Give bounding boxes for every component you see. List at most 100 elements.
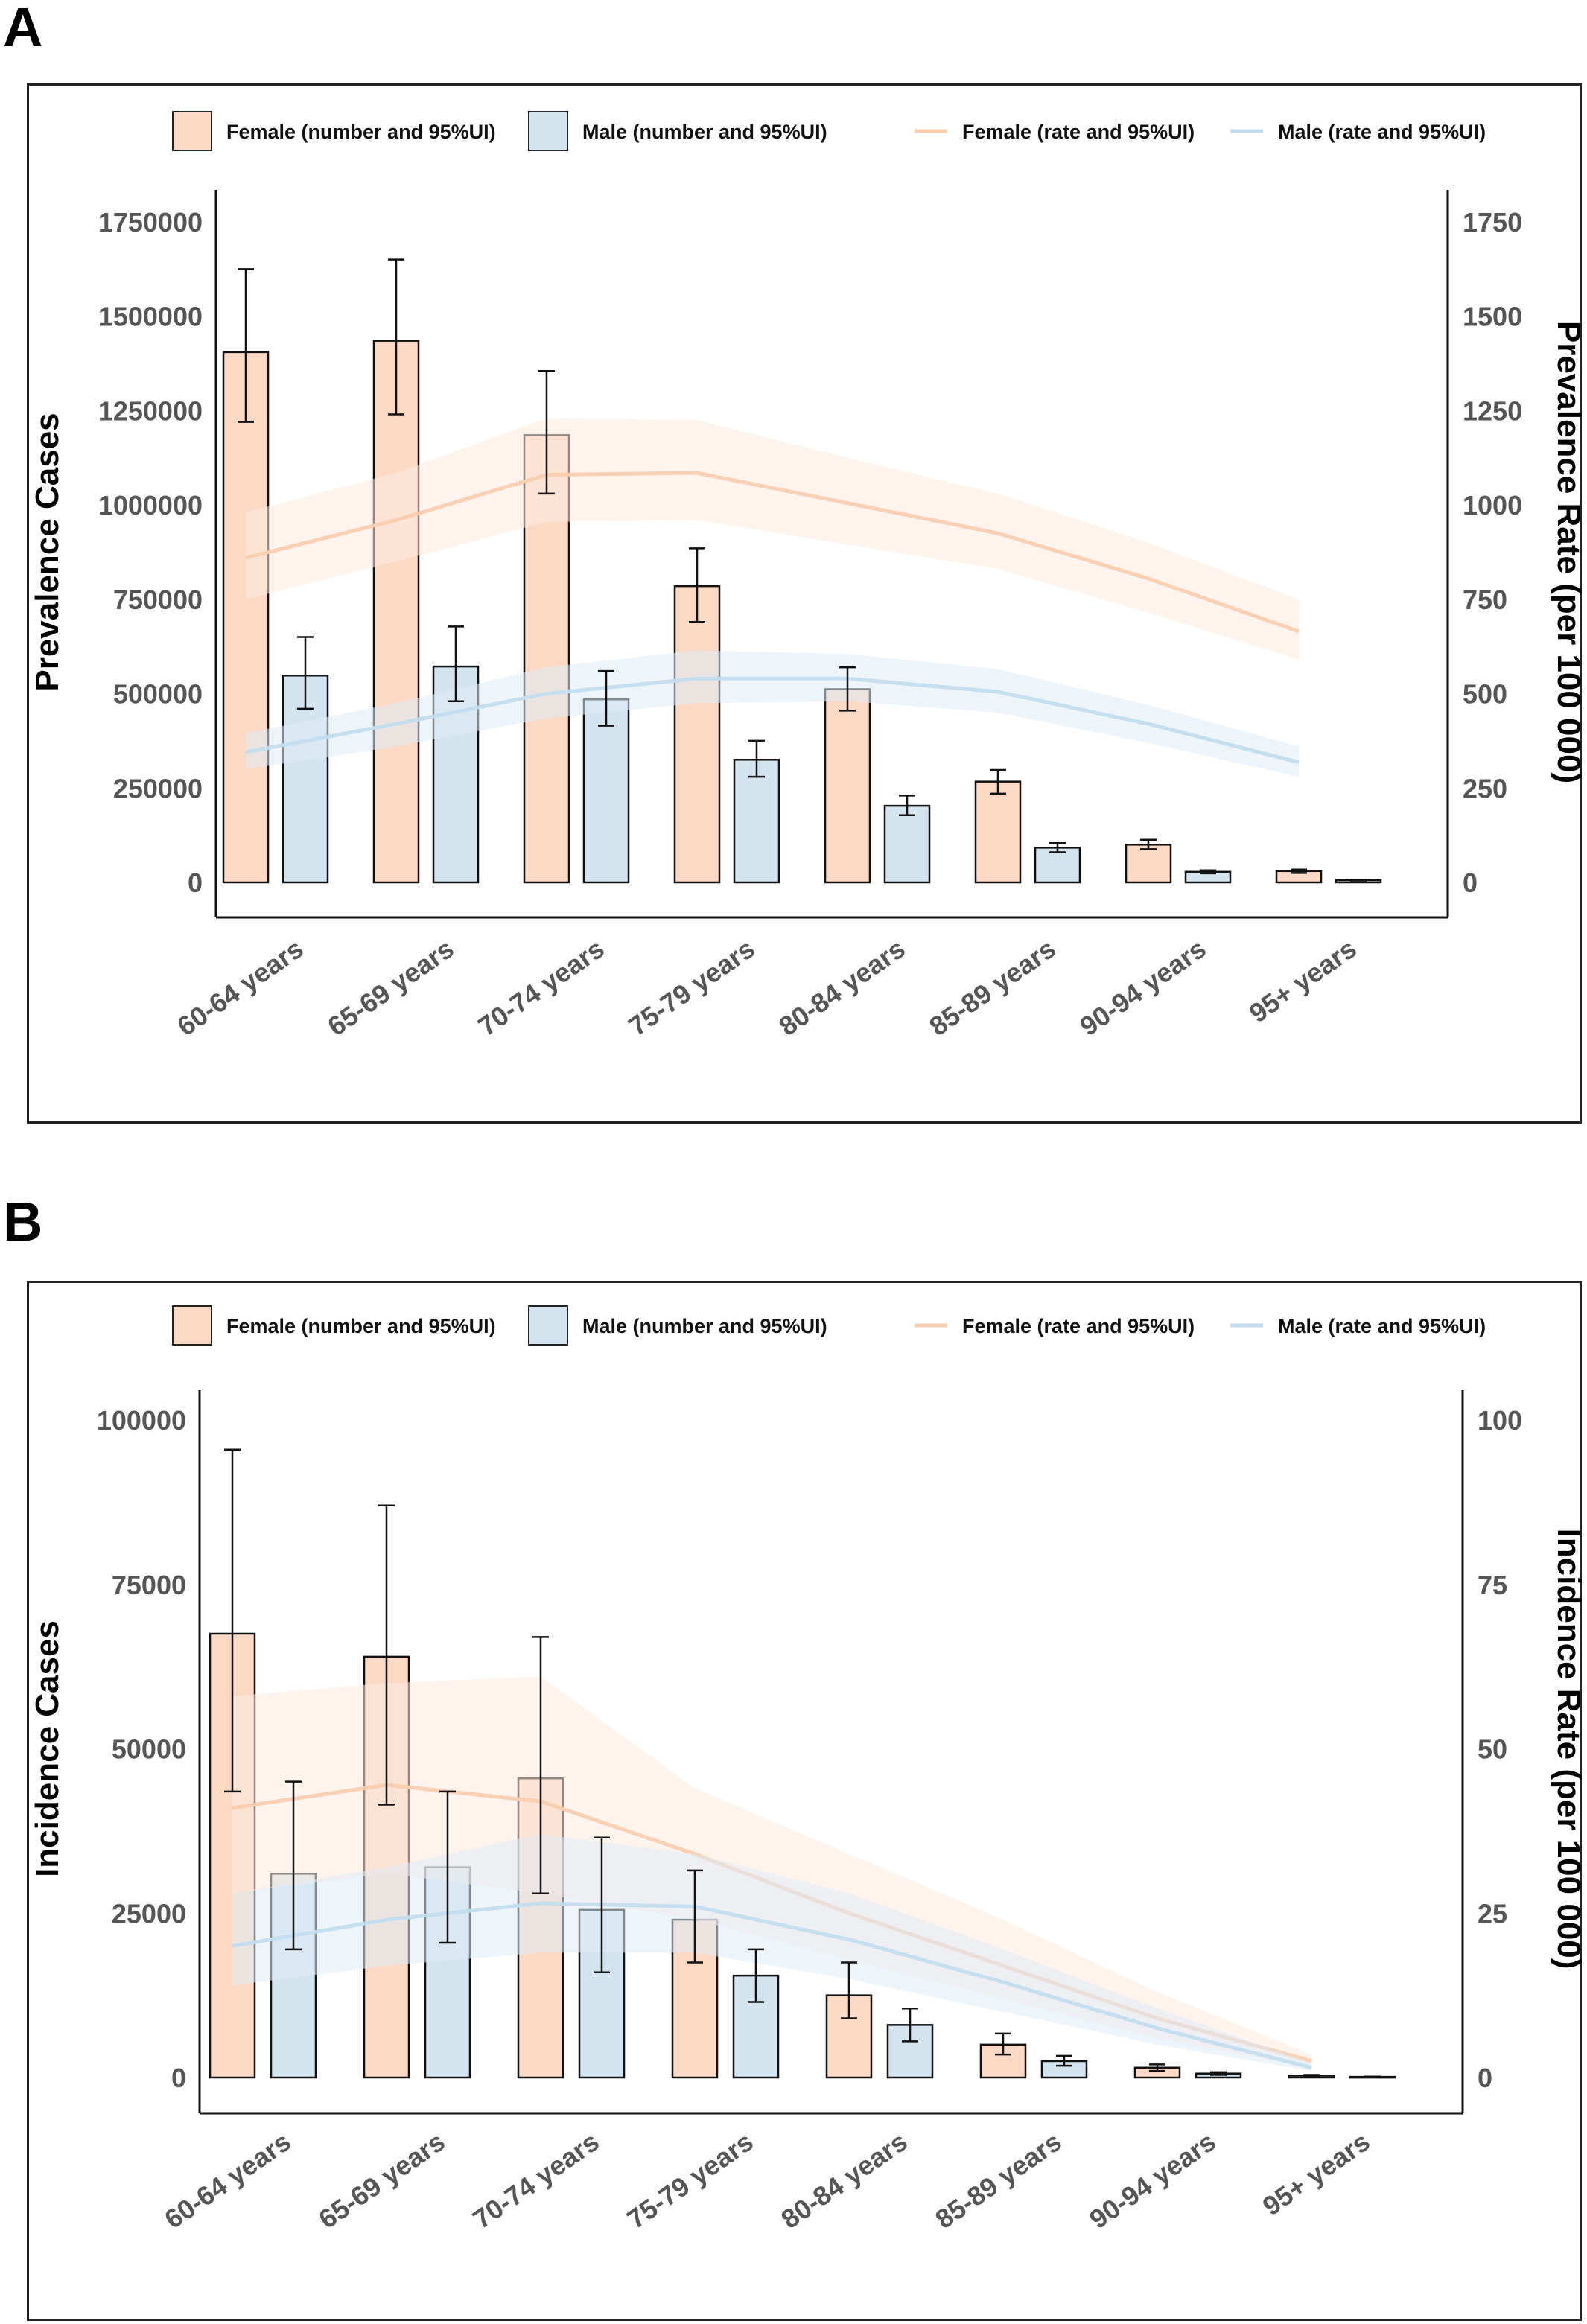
y-tick-right: 250 xyxy=(1463,773,1507,803)
y-axis-title-right: Prevalence Rate (per 100 000) xyxy=(1551,321,1587,783)
x-tick-label: 95+ years xyxy=(1244,933,1362,1028)
panel-letter-b: B xyxy=(3,1191,43,1252)
male-number-errorbar xyxy=(448,625,464,702)
y-axis-title-left: Prevalence Cases xyxy=(29,413,66,691)
female-number-errorbar xyxy=(532,1636,549,1895)
legend-label-female_number: Female (number and 95%UI) xyxy=(226,1315,496,1337)
male-rate-band xyxy=(246,650,1299,777)
female-number-errorbar xyxy=(990,768,1006,795)
y-axis-title-left: Incidence Cases xyxy=(29,1620,66,1877)
female-number-errorbar xyxy=(687,1869,703,1964)
y-tick-left: 100000 xyxy=(97,1405,186,1436)
male-rate-band xyxy=(232,1834,1311,2072)
legend-label-female_number: Female (number and 95%UI) xyxy=(226,121,496,143)
female-number-errorbar xyxy=(224,1448,241,1793)
male-number-errorbar xyxy=(902,2008,918,2043)
y-tick-left: 1750000 xyxy=(98,207,203,238)
y-tick-left: 750000 xyxy=(113,585,203,615)
y-tick-left: 1000000 xyxy=(98,490,203,520)
x-tick-label: 95+ years xyxy=(1257,2126,1375,2221)
legend-swatch-female_number xyxy=(172,111,212,151)
male-rate-line xyxy=(232,1901,1312,2070)
male-rate-line xyxy=(245,676,1300,765)
x-tick-label: 75-79 years xyxy=(623,933,760,1042)
panel-b-frame xyxy=(27,1281,1582,2321)
x-tick-label: 75-79 years xyxy=(621,2126,758,2235)
legend-label-male_number: Male (number and 95%UI) xyxy=(582,1315,827,1337)
female-rate-line xyxy=(245,471,1300,634)
legend-label-female_rate: Female (rate and 95%UI) xyxy=(962,1315,1195,1337)
female-number-errorbar xyxy=(689,547,705,623)
y-tick-right: 0 xyxy=(1463,867,1478,898)
female-number-errorbar xyxy=(378,1504,395,1806)
panel-letter-a: A xyxy=(3,0,43,58)
male-number-errorbar xyxy=(1350,879,1367,882)
male-number-bar xyxy=(582,698,630,884)
male-number-errorbar xyxy=(748,739,765,778)
legend-label-female_rate: Female (rate and 95%UI) xyxy=(962,121,1195,143)
y-tick-left: 0 xyxy=(188,867,203,898)
x-tick-label: 65-69 years xyxy=(313,2126,450,2235)
female-number-errorbar xyxy=(1140,838,1157,850)
male-number-errorbar xyxy=(598,669,614,727)
legend-label-male_rate: Male (rate and 95%UI) xyxy=(1278,121,1486,143)
prevalence-chart: Female (number and 95%UI) Male (number an… xyxy=(29,111,1587,1042)
legend: Female (number and 95%UI) Male (number an… xyxy=(172,111,1486,151)
male-number-errorbar xyxy=(899,795,915,817)
legend-swatch-male_number xyxy=(528,1305,568,1346)
y-tick-right: 1000 xyxy=(1463,490,1522,520)
x-tick-label: 90-94 years xyxy=(1084,2126,1221,2235)
y-tick-right: 25 xyxy=(1478,1898,1507,1929)
x-tick-label: 80-84 years xyxy=(775,2126,912,2235)
x-tick-label: 60-64 years xyxy=(159,2126,296,2235)
female-number-errorbar xyxy=(1291,868,1307,874)
y-tick-right: 1500 xyxy=(1463,302,1522,332)
female-number-bar xyxy=(824,688,871,884)
x-tick-label: 65-69 years xyxy=(322,933,459,1042)
panel-a-frame xyxy=(27,83,1582,1124)
y-tick-left: 25000 xyxy=(112,1898,186,1929)
y-tick-right: 1750 xyxy=(1463,207,1522,238)
y-tick-left: 250000 xyxy=(113,773,203,803)
male-number-bar xyxy=(1034,847,1081,884)
y-tick-left: 75000 xyxy=(112,1570,186,1600)
male-number-bar xyxy=(883,804,931,884)
female-number-errorbar xyxy=(841,1961,857,2019)
female-rate-band xyxy=(246,418,1299,660)
x-tick-label: 70-74 years xyxy=(467,2126,604,2235)
x-tick-label: 70-74 years xyxy=(472,933,609,1042)
female-number-bar xyxy=(222,351,270,884)
x-tick-label: 80-84 years xyxy=(773,933,910,1042)
male-number-errorbar xyxy=(1364,2075,1381,2078)
y-tick-right: 1250 xyxy=(1463,395,1522,426)
y-tick-right: 500 xyxy=(1463,679,1507,710)
female-number-errorbar xyxy=(995,2032,1011,2056)
y-tick-right: 750 xyxy=(1463,585,1507,615)
male-number-errorbar xyxy=(439,1790,456,1944)
y-tick-right: 100 xyxy=(1478,1405,1522,1436)
x-tick-label: 90-94 years xyxy=(1074,933,1211,1042)
male-number-bar xyxy=(282,674,329,884)
male-number-errorbar xyxy=(1210,2071,1227,2076)
male-number-errorbar xyxy=(1200,869,1216,875)
female-number-errorbar xyxy=(238,268,254,423)
female-number-bar xyxy=(372,340,420,884)
y-tick-right: 75 xyxy=(1478,1570,1507,1600)
male-number-errorbar xyxy=(594,1836,610,1973)
male-number-bar xyxy=(733,759,780,884)
legend-swatch-female_number xyxy=(172,1305,212,1346)
x-tick-label: 85-89 years xyxy=(929,2126,1066,2235)
x-tick-label: 85-89 years xyxy=(923,933,1060,1042)
female-number-errorbar xyxy=(538,369,555,495)
male-number-errorbar xyxy=(297,636,314,710)
legend-swatch-male_number xyxy=(528,111,568,151)
male-number-errorbar xyxy=(285,1780,302,1951)
y-tick-right: 0 xyxy=(1478,2063,1492,2093)
female-number-bar xyxy=(673,585,721,884)
y-tick-left: 0 xyxy=(171,2063,186,2093)
x-tick-label: 60-64 years xyxy=(171,933,308,1042)
y-tick-right: 50 xyxy=(1478,1734,1507,1765)
y-tick-left: 50000 xyxy=(112,1734,186,1765)
male-number-errorbar xyxy=(748,1948,764,2003)
female-number-errorbar xyxy=(1303,2074,1320,2078)
